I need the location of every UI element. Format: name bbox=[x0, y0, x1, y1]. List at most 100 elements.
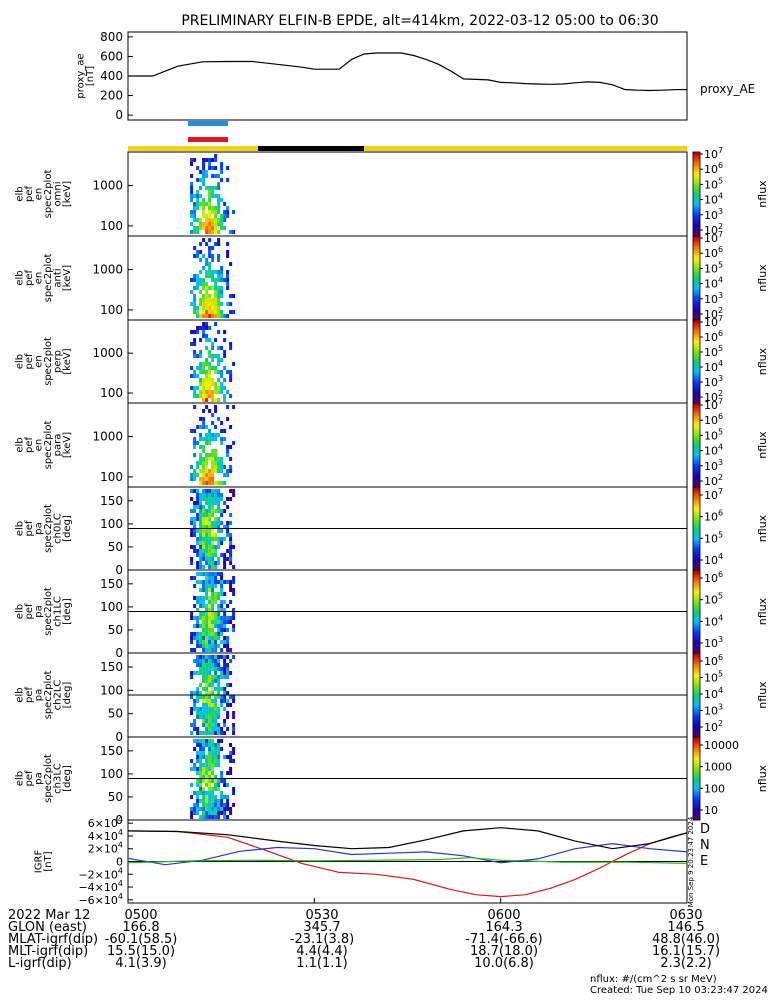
colorbar-segment bbox=[693, 545, 700, 548]
heatmap-cell bbox=[193, 791, 197, 795]
colorbar-segment bbox=[693, 807, 700, 811]
heatmap-cell bbox=[211, 433, 215, 437]
heatmap-cell bbox=[208, 537, 212, 541]
heatmap-cell bbox=[202, 477, 206, 481]
heatmap-cell bbox=[214, 449, 218, 453]
colorbar-segment bbox=[693, 332, 700, 336]
y-tick-label: 2×104 bbox=[88, 841, 123, 856]
heatmap-cell bbox=[217, 755, 221, 759]
heatmap-cell bbox=[220, 703, 224, 707]
heatmap-cell bbox=[217, 572, 221, 576]
heatmap-cell bbox=[214, 545, 218, 549]
ephemeris-value: 10.0(6.8) bbox=[474, 956, 534, 971]
heatmap-cell bbox=[205, 715, 209, 719]
heatmap-cell bbox=[202, 739, 206, 743]
colorbar-segment bbox=[693, 196, 700, 199]
heatmap-cell bbox=[220, 214, 224, 218]
heatmap-cell bbox=[196, 330, 200, 334]
heatmap-cell bbox=[223, 803, 227, 807]
heatmap-cell bbox=[196, 771, 200, 775]
heatmap-cell bbox=[232, 441, 236, 445]
heatmap-cell bbox=[211, 683, 215, 687]
heatmap-cell bbox=[226, 699, 230, 703]
colorbar-segment bbox=[693, 582, 700, 586]
heatmap-cell bbox=[214, 338, 218, 342]
heatmap-cell bbox=[223, 509, 227, 513]
heatmap-cell bbox=[202, 386, 206, 390]
heatmap-cell bbox=[205, 286, 209, 290]
y-tick-label: 100 bbox=[100, 386, 123, 400]
heatmap-cell bbox=[205, 541, 209, 545]
heatmap-cell bbox=[208, 533, 212, 537]
heatmap-cell bbox=[208, 354, 212, 358]
heatmap-cell bbox=[223, 719, 227, 723]
ephemeris-row-mlat: MLAT-igrf(dip) -60.1(58.5) -23.1(3.8) -7… bbox=[8, 932, 768, 947]
heatmap-cell bbox=[208, 218, 212, 222]
heatmap-cell bbox=[211, 771, 215, 775]
heatmap-cell bbox=[229, 580, 233, 584]
heatmap-cell bbox=[199, 671, 203, 675]
heatmap-cell bbox=[220, 441, 224, 445]
ephemeris-value: 15.5(15.0) bbox=[106, 944, 176, 959]
heatmap-cell bbox=[202, 166, 206, 170]
colorbar-segment bbox=[693, 697, 700, 700]
heatmap-cell bbox=[214, 679, 218, 683]
heatmap-cell bbox=[193, 624, 197, 628]
colorbar-segment bbox=[693, 507, 700, 511]
heatmap-cell bbox=[190, 489, 194, 493]
heatmap-cell bbox=[217, 537, 221, 541]
heatmap-cell bbox=[214, 699, 218, 703]
heatmap-cell bbox=[202, 604, 206, 608]
heatmap-cell bbox=[211, 274, 215, 278]
heatmap-cell bbox=[220, 274, 224, 278]
heatmap-cell bbox=[217, 644, 221, 648]
colorbar-segment bbox=[693, 338, 700, 342]
colorbar-segment bbox=[693, 561, 700, 565]
heatmap-cell bbox=[223, 226, 227, 230]
colorbar-segment bbox=[693, 320, 700, 323]
heatmap-cell bbox=[217, 723, 221, 727]
colorbar-segment bbox=[693, 520, 700, 523]
heatmap-cell bbox=[193, 306, 197, 310]
heatmap-cell bbox=[208, 807, 212, 811]
y-tick-label: 4×104 bbox=[88, 828, 123, 843]
heatmap-cell bbox=[199, 815, 203, 819]
heatmap-cell bbox=[223, 640, 227, 644]
heatmap-cell bbox=[211, 624, 215, 628]
heatmap-cell bbox=[223, 644, 227, 648]
heatmap-cell bbox=[196, 731, 200, 735]
heatmap-cell bbox=[199, 390, 203, 394]
heatmap-cell bbox=[226, 815, 230, 819]
heatmap-cell bbox=[205, 398, 209, 402]
heatmap-cell bbox=[205, 580, 209, 584]
heatmap-cell bbox=[193, 342, 197, 346]
heatmap-cell bbox=[202, 719, 206, 723]
y-tick-label: 0 bbox=[115, 563, 123, 577]
heatmap-cell bbox=[220, 469, 224, 473]
heatmap-cell bbox=[217, 747, 221, 751]
heatmap-cell bbox=[226, 449, 230, 453]
heatmap-cell bbox=[214, 390, 218, 394]
heatmap-cell bbox=[196, 783, 200, 787]
heatmap-cell bbox=[211, 703, 215, 707]
igrf-series-line bbox=[127, 830, 688, 898]
heatmap-cell bbox=[202, 687, 206, 691]
heatmap-cell bbox=[217, 803, 221, 807]
colorbar-segment bbox=[693, 743, 700, 746]
heatmap-cell bbox=[202, 541, 206, 545]
heatmap-cell bbox=[223, 314, 227, 318]
colorbar-segment bbox=[693, 290, 700, 294]
heatmap-cell bbox=[223, 210, 227, 214]
heatmap-cell bbox=[208, 350, 212, 354]
heatmap-cell bbox=[193, 386, 197, 390]
ephemeris-row-label: MLT-igrf(dip) bbox=[8, 944, 89, 959]
heatmap-cell bbox=[202, 390, 206, 394]
heatmap-cell bbox=[208, 811, 212, 815]
heatmap-cell bbox=[205, 374, 209, 378]
heatmap-cell bbox=[202, 302, 206, 306]
heatmap-cell bbox=[202, 457, 206, 461]
heatmap-cell bbox=[193, 274, 197, 278]
heatmap-cell bbox=[217, 461, 221, 465]
heatmap-cell bbox=[205, 703, 209, 707]
heatmap-cell bbox=[202, 465, 206, 469]
